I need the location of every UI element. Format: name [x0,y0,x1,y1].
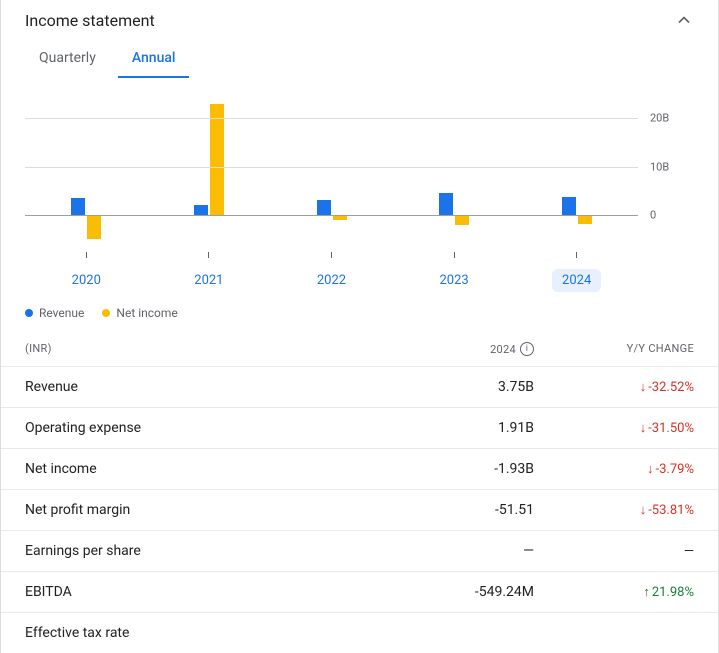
bar-chart: 0 10B 20B [25,94,694,244]
metric-change: ↑21.98% [534,584,694,600]
table-header-row: (INR) 2024 i Y/Y CHANGE [1,332,718,366]
income-statement-card: Income statement QuarterlyAnnual 0 10B 20B… [0,0,719,653]
arrow-up-icon: ↑ [643,584,650,600]
arrow-down-icon: ↓ [647,461,654,477]
metric-name: Effective tax rate [25,625,374,641]
metric-value: -51.51 [374,502,534,518]
bar-net-income-2020[interactable] [87,215,101,239]
legend-label: Revenue [39,306,84,320]
legend-swatch [25,309,33,317]
metric-value: — [374,543,534,559]
x-category: 2023 [393,248,516,292]
metric-change: — [534,544,694,559]
tab-annual[interactable]: Annual [118,44,190,78]
table-row[interactable]: Effective tax rate [1,612,718,653]
change-value: -53.81% [648,503,694,518]
chart-legend: Revenue Net income [1,292,718,332]
arrow-down-icon: ↓ [640,420,647,436]
metric-value: -1.93B [374,461,534,477]
table-row[interactable]: Net income-1.93B↓-3.79% [1,448,718,489]
change-value: -32.52% [648,380,694,395]
gridline [25,167,638,168]
x-label-2023[interactable]: 2023 [429,269,478,292]
table-body: Revenue3.75B↓-32.52%Operating expense1.9… [1,366,718,653]
legend-item-revenue: Revenue [25,306,84,320]
change-column-header: Y/Y CHANGE [534,342,694,356]
section-title: Income statement [25,11,155,30]
metric-value: 3.75B [374,379,534,395]
x-label-2021[interactable]: 2021 [184,269,233,292]
bar-net-income-2024[interactable] [578,215,592,224]
currency-label: (INR) [25,342,374,356]
arrow-down-icon: ↓ [640,502,647,518]
chevron-up-icon [674,10,694,30]
gridline [25,215,638,216]
section-header: Income statement [1,0,718,36]
tab-quarterly[interactable]: Quarterly [25,44,110,78]
chart-plot [25,94,638,244]
collapse-button[interactable] [674,10,694,30]
chart-yaxis: 0 10B 20B [642,94,694,244]
bar-revenue-2020[interactable] [71,198,85,215]
metric-value: -549.24M [374,584,534,600]
bar-revenue-2023[interactable] [439,193,453,215]
x-category: 2024 [515,248,638,292]
bar-revenue-2021[interactable] [194,205,208,215]
x-tick [25,248,148,261]
legend-swatch [102,309,110,317]
bar-revenue-2022[interactable] [317,200,331,215]
x-tick [270,248,393,261]
metric-change: ↓-3.79% [534,461,694,477]
change-value: -31.50% [648,421,694,436]
metric-name: Operating expense [25,420,374,436]
bar-revenue-2024[interactable] [562,197,576,215]
table-row[interactable]: Earnings per share—— [1,530,718,571]
change-value: — [684,544,694,559]
metric-change: ↓-31.50% [534,420,694,436]
x-label-2022[interactable]: 2022 [307,269,356,292]
x-category: 2021 [148,248,271,292]
chart-xaxis: 2020 2021 2022 2023 2024 [1,248,718,292]
metric-change: ↓-32.52% [534,379,694,395]
table-row[interactable]: Operating expense1.91B↓-31.50% [1,407,718,448]
table-row[interactable]: EBITDA-549.24M↑21.98% [1,571,718,612]
chart-area: 0 10B 20B [1,86,718,244]
bar-net-income-2021[interactable] [210,104,224,215]
change-value: -3.79% [656,462,694,477]
x-label-2024[interactable]: 2024 [552,269,601,292]
period-tabs: QuarterlyAnnual [1,36,718,86]
x-tick [148,248,271,261]
info-icon[interactable]: i [520,342,534,356]
metric-name: EBITDA [25,584,374,600]
metric-value: 1.91B [374,420,534,436]
y-tick-label: 0 [650,208,656,221]
value-column-header: 2024 i [374,342,534,356]
table-row[interactable]: Revenue3.75B↓-32.52% [1,366,718,407]
y-tick-label: 10B [650,160,669,173]
gridline [25,118,638,119]
metric-name: Earnings per share [25,543,374,559]
bar-net-income-2023[interactable] [455,215,469,225]
y-tick-label: 20B [650,112,669,125]
x-label-2020[interactable]: 2020 [62,269,111,292]
table-row[interactable]: Net profit margin-51.51↓-53.81% [1,489,718,530]
metric-name: Revenue [25,379,374,395]
change-value: 21.98% [652,585,694,600]
x-category: 2020 [25,248,148,292]
x-tick [393,248,516,261]
x-tick [515,248,638,261]
metric-change: ↓-53.81% [534,502,694,518]
arrow-down-icon: ↓ [640,379,647,395]
x-category: 2022 [270,248,393,292]
metric-name: Net profit margin [25,502,374,518]
metric-name: Net income [25,461,374,477]
legend-item-net-income: Net income [102,306,177,320]
legend-label: Net income [116,306,177,320]
